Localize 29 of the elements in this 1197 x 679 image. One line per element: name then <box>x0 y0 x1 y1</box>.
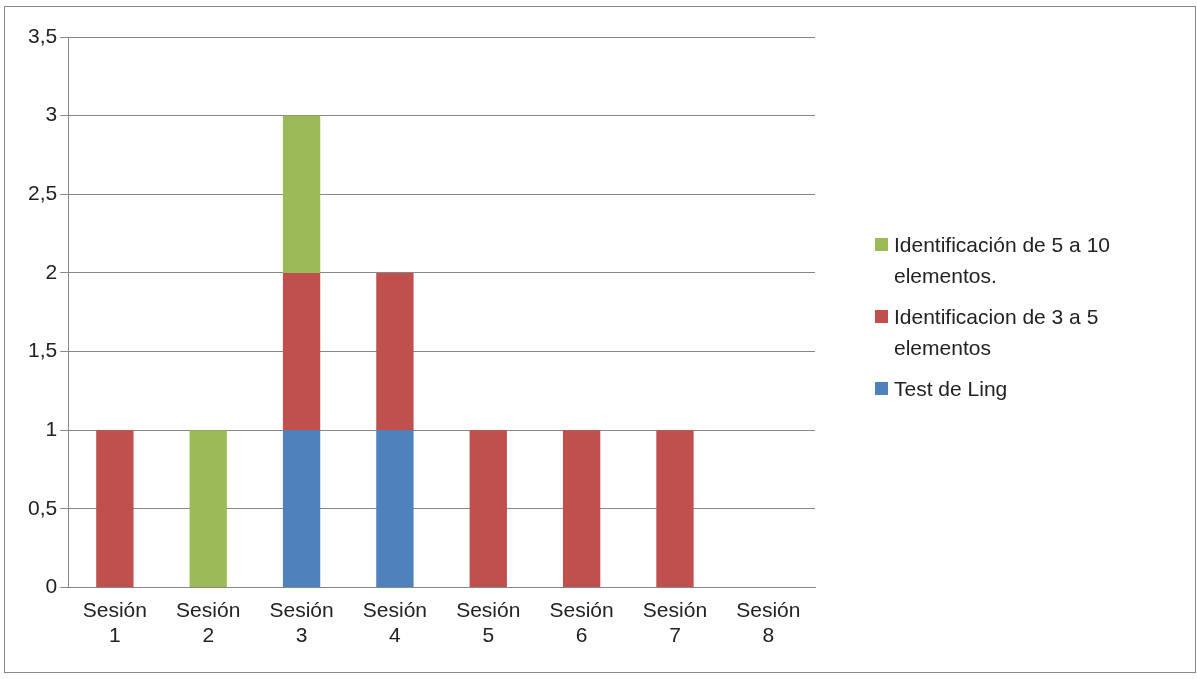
legend-label: Identificación de 5 a 10 elementos. <box>894 232 1111 289</box>
x-tick-label: Sesión 2 <box>176 598 241 647</box>
legend-label: Test de Ling <box>894 376 1008 402</box>
bar <box>189 430 227 588</box>
y-tick-label: 1,5 <box>27 338 58 362</box>
y-tick-label: 0,5 <box>27 495 58 519</box>
x-tick-label: Sesión 7 <box>642 598 708 647</box>
y-tick-label: 3,5 <box>27 23 58 47</box>
bar <box>282 272 321 431</box>
legend-label: Identificacion de 3 a 5 elementos <box>894 304 1100 361</box>
y-tick-label: 2,5 <box>27 181 58 205</box>
bar <box>376 430 414 588</box>
x-tick-label: Sesión 8 <box>736 598 801 647</box>
y-tick-label: 3 <box>45 102 58 126</box>
bar <box>469 430 507 588</box>
x-tick-label: Sesión 6 <box>549 598 614 647</box>
x-tick-label: Sesión 4 <box>362 598 428 647</box>
y-tick-label: 1 <box>45 417 58 441</box>
bar <box>656 430 694 588</box>
bar <box>282 430 321 588</box>
y-tick-label: 0 <box>45 574 58 598</box>
bar <box>376 272 414 431</box>
x-tick-label: Sesión 3 <box>269 598 334 647</box>
x-tick-label: Sesión 5 <box>456 598 521 647</box>
bar <box>562 430 601 588</box>
bar <box>282 115 321 273</box>
x-tick-label: Sesión 1 <box>82 598 147 647</box>
bar <box>96 430 134 588</box>
y-tick-label: 2 <box>45 259 58 283</box>
